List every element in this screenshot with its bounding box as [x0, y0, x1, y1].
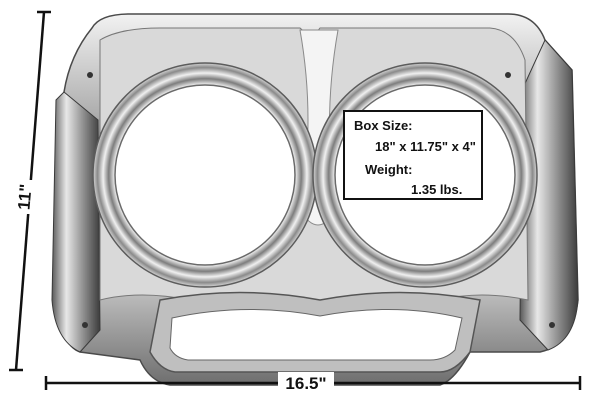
- mounting-hole: [549, 322, 555, 328]
- left-headlight-opening: [114, 84, 296, 266]
- box-size-label: Box Size:: [354, 118, 413, 133]
- weight-label: Weight:: [365, 162, 413, 177]
- box-size-value: 18" x 11.75" x 4": [375, 139, 476, 154]
- height-label: 11": [14, 183, 35, 211]
- height-dimension: 11": [9, 10, 51, 372]
- specs-info-box: Box Size: 18" x 11.75" x 4" Weight: 1.35…: [343, 110, 483, 200]
- lower-opening: [169, 308, 463, 361]
- weight-value: 1.35 lbs.: [411, 182, 463, 197]
- width-label: 16.5": [285, 374, 326, 393]
- mounting-hole: [87, 72, 93, 78]
- mounting-hole: [82, 322, 88, 328]
- headlight-bezel: [51, 13, 579, 386]
- width-dimension: 16.5": [44, 372, 582, 394]
- right-flange: [519, 39, 579, 351]
- left-flange: [51, 91, 101, 353]
- mounting-hole: [505, 72, 511, 78]
